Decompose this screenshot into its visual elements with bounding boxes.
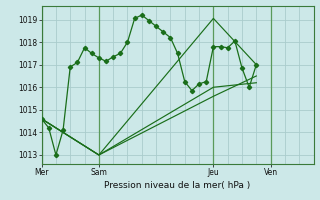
X-axis label: Pression niveau de la mer( hPa ): Pression niveau de la mer( hPa ) <box>104 181 251 190</box>
